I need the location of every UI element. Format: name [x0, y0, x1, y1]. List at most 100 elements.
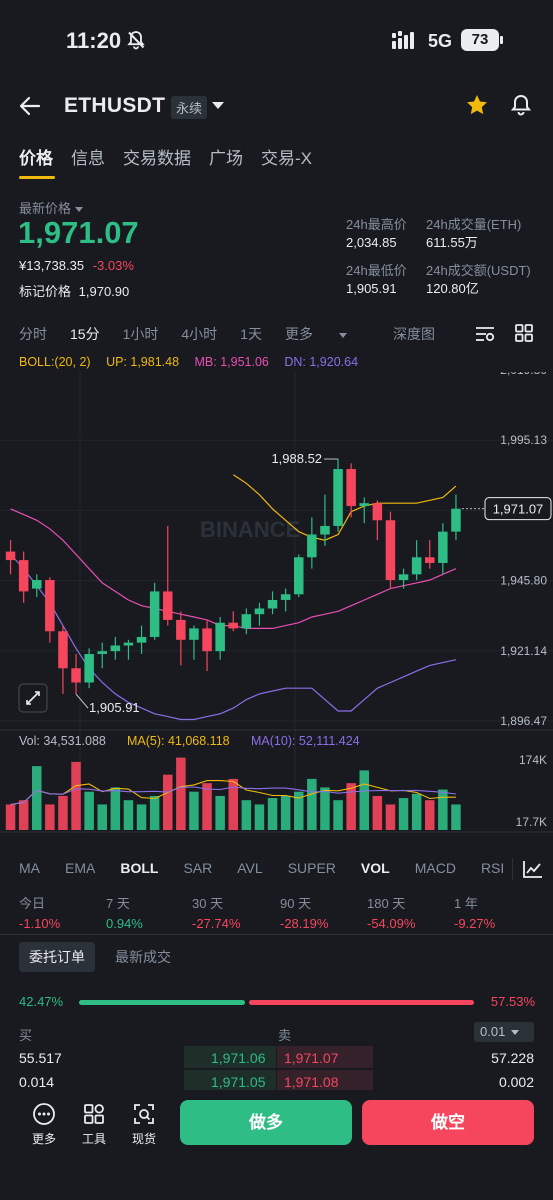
- volume-bar: [228, 778, 238, 830]
- boll-lines: [10, 474, 457, 721]
- caret-down-icon: [510, 1030, 519, 1036]
- tab-info[interactable]: 信息: [71, 149, 105, 168]
- interval-depth[interactable]: 深度图: [392, 326, 435, 342]
- volume-bar: [241, 800, 252, 830]
- price-chart[interactable]: BINANCE 2,019.801,995.131,970.471,945.80…: [0, 372, 553, 834]
- perf-today: 今日 -1.10%: [19, 893, 99, 931]
- indicator-ema[interactable]: EMA: [65, 860, 96, 876]
- tab-order-book[interactable]: 委托订单: [19, 942, 95, 972]
- stat-high-value: 2,034.85: [346, 235, 397, 250]
- orderbook-row[interactable]: 55.517 1,971.06 1,971.07 57.228: [0, 1046, 553, 1068]
- sell-ratio-bar: [248, 1000, 474, 1005]
- contract-type-badge: 永续: [171, 96, 208, 119]
- indicator-chart-icon[interactable]: [522, 859, 544, 884]
- interval-timeline[interactable]: 分时: [19, 326, 47, 342]
- high-price-marker: 1,988.52: [271, 451, 322, 466]
- precision-selector[interactable]: 0.01: [474, 1022, 534, 1042]
- interval-1d[interactable]: 1天: [240, 326, 262, 342]
- last-price: 1,971.07: [18, 215, 139, 250]
- symbol-title[interactable]: ETHUSDT: [64, 94, 166, 117]
- price-type-selector[interactable]: 最新价格: [19, 198, 84, 217]
- ask-qty: 0.002: [498, 1074, 534, 1090]
- volume-bar: [189, 791, 199, 830]
- indicator-vol[interactable]: VOL: [360, 860, 390, 876]
- long-button[interactable]: 做多: [180, 1100, 352, 1145]
- indicator-boll[interactable]: BOLL: [120, 860, 159, 876]
- candle-body: [254, 608, 265, 615]
- volume-bar: [307, 778, 317, 830]
- interval-1h[interactable]: 1小时: [122, 326, 159, 342]
- ask-qty: 57.228: [491, 1050, 534, 1066]
- candle-body: [228, 622, 238, 629]
- volume-bar: [451, 804, 461, 830]
- y-tick-label: 1,896.47: [500, 714, 547, 728]
- spot-button[interactable]: 现货: [126, 1102, 162, 1147]
- back-arrow-icon[interactable]: [18, 94, 42, 123]
- volume-tick-label: 174K: [519, 753, 547, 767]
- volume-bar: [97, 804, 107, 830]
- perf-30d: 30 天 -27.74%: [192, 893, 272, 931]
- battery-level: 73: [461, 29, 499, 51]
- tab-trading-data[interactable]: 交易数据: [123, 149, 191, 168]
- y-axis-labels: 2,019.801,995.131,970.471,945.801,921.14…: [500, 372, 547, 728]
- interval-4h[interactable]: 4小时: [181, 326, 218, 342]
- more-button[interactable]: 更多: [26, 1102, 62, 1147]
- current-price-tag: [484, 497, 552, 521]
- indicator-macd[interactable]: MACD: [414, 860, 456, 876]
- chart-settings-icon[interactable]: [474, 324, 496, 349]
- tools-label: 工具: [81, 1132, 106, 1146]
- perf-label: 90 天: [280, 896, 312, 911]
- indicator-rsi[interactable]: RSI: [480, 860, 505, 876]
- orderbook-row[interactable]: 0.014 1,971.05 1,971.08 0.002: [0, 1070, 553, 1092]
- volume-bar: [110, 787, 121, 830]
- notification-bell-icon[interactable]: [509, 93, 533, 122]
- volume-bar: [71, 761, 81, 830]
- indicator-avl[interactable]: AVL: [237, 860, 263, 876]
- candle-body: [163, 591, 173, 620]
- candle-body: [71, 668, 81, 683]
- perf-label: 今日: [19, 896, 46, 911]
- more-dots-icon: [33, 1103, 55, 1125]
- mark-price: 1,970.90: [78, 284, 130, 299]
- perf-value: -1.10%: [19, 916, 61, 931]
- interval-more[interactable]: 更多: [285, 324, 370, 344]
- main-tabs: 价格 信息 交易数据 广场 交易-X: [19, 144, 312, 172]
- perf-value: -28.19%: [280, 916, 329, 931]
- tools-button[interactable]: 工具: [76, 1102, 112, 1147]
- tab-trade-x[interactable]: 交易-X: [261, 149, 312, 168]
- candle-body: [241, 614, 252, 629]
- perf-value: -9.27%: [454, 916, 496, 931]
- boll-up: UP: 1,981.48: [106, 355, 180, 369]
- stat-vol-usdt-value: 120.80亿: [426, 281, 479, 296]
- interval-15m[interactable]: 15分: [70, 326, 100, 342]
- fullscreen-button[interactable]: [18, 683, 48, 713]
- y-tick-label: 2,019.80: [500, 372, 547, 377]
- indicator-sar[interactable]: SAR: [183, 860, 213, 876]
- volume-bar: [385, 804, 396, 830]
- perf-90d: 90 天 -28.19%: [280, 893, 360, 931]
- indicator-super[interactable]: SUPER: [287, 860, 336, 876]
- stat-low-label: 24h最低价: [346, 263, 407, 278]
- tab-price[interactable]: 价格: [19, 149, 53, 168]
- more-label: 更多: [31, 1132, 56, 1146]
- candle-body: [425, 557, 435, 563]
- header: ETHUSDT 永续: [0, 86, 553, 128]
- candle-body: [398, 574, 409, 581]
- short-button[interactable]: 做空: [362, 1100, 534, 1145]
- tab-square[interactable]: 广场: [209, 149, 243, 168]
- section-divider: [0, 934, 553, 935]
- perf-label: 180 天: [367, 896, 406, 911]
- indicator-ma[interactable]: MA: [19, 860, 40, 876]
- tab-recent-trades[interactable]: 最新成交: [115, 949, 171, 965]
- volume-bar: [58, 795, 68, 830]
- perf-label: 7 天: [106, 896, 130, 911]
- symbol-dropdown-icon[interactable]: [212, 102, 224, 109]
- caret-down-icon: [338, 332, 347, 338]
- layout-grid-icon[interactable]: [514, 323, 534, 348]
- divider: [512, 858, 513, 880]
- candle-body: [189, 628, 199, 640]
- favorite-star-icon[interactable]: [465, 93, 489, 122]
- perf-value: -27.74%: [192, 916, 241, 931]
- buy-ratio-bar: [79, 1000, 245, 1005]
- stat-vol-usdt-label: 24h成交额(USDT): [426, 263, 531, 278]
